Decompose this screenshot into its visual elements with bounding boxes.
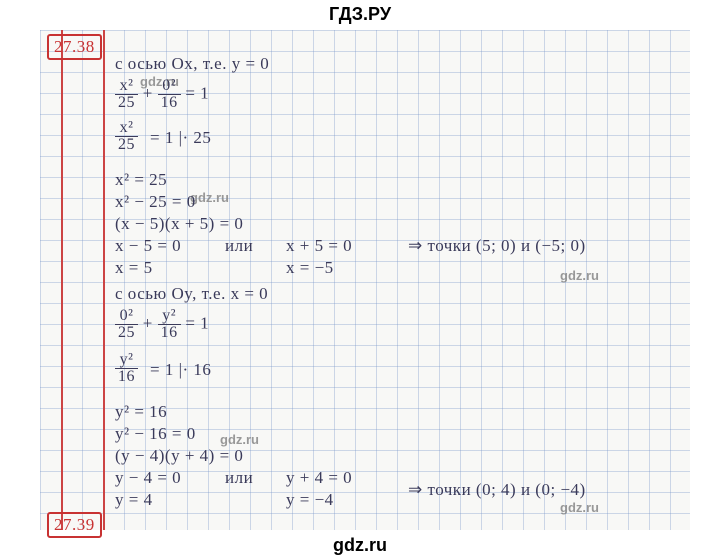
work-line: x = −5	[286, 258, 334, 278]
watermark: gdz.ru	[220, 432, 259, 447]
work-line: x + 5 = 0	[286, 236, 352, 256]
work-line: (y − 4)(y + 4) = 0	[115, 446, 243, 466]
work-line: y = 4	[115, 490, 153, 510]
result-points: ⇒ точки (5; 0) и (−5; 0)	[408, 236, 586, 256]
work-line: x² = 25	[115, 170, 167, 190]
result-points: ⇒ точки (0; 4) и (0; −4)	[408, 480, 586, 500]
work-line: = 1 |· 25	[150, 128, 211, 148]
page: ГДЗ.РУ gdz.ru gdz.ru gdz.ru gdz.ru gdz.r…	[0, 0, 720, 560]
equation-fraction: y²16	[115, 352, 138, 385]
equation-fraction: x²25 + 0²16 = 1	[115, 78, 209, 111]
equation-fraction: x²25	[115, 120, 138, 153]
work-line: (x − 5)(x + 5) = 0	[115, 214, 243, 234]
equation-fraction: 0²25 + y²16 = 1	[115, 308, 209, 341]
next-problem-label: 27.39	[47, 512, 102, 538]
work-line: y − 4 = 0	[115, 468, 181, 488]
site-footer: gdz.ru	[0, 535, 720, 556]
work-line: y + 4 = 0	[286, 468, 352, 488]
problem-number-label: 27.38	[47, 34, 102, 60]
problem-number: 27.38	[47, 34, 102, 60]
margin-line-right	[103, 30, 105, 530]
work-line: x = 5	[115, 258, 153, 278]
work-line: с осью Oy, т.е. x = 0	[115, 284, 268, 304]
work-line: y² = 16	[115, 402, 167, 422]
watermark: gdz.ru	[190, 190, 229, 205]
next-problem-number: 27.39	[47, 512, 102, 538]
site-header: ГДЗ.РУ	[0, 4, 720, 25]
work-line: с осью Ox, т.е. y = 0	[115, 54, 269, 74]
work-line: x² − 25 = 0	[115, 192, 196, 212]
margin-line-left	[61, 30, 63, 530]
work-line: = 1 |· 16	[150, 360, 211, 380]
watermark: gdz.ru	[560, 268, 599, 283]
work-line: или	[225, 236, 253, 256]
work-line: x − 5 = 0	[115, 236, 181, 256]
work-line: y = −4	[286, 490, 334, 510]
work-line: или	[225, 468, 253, 488]
watermark: gdz.ru	[560, 500, 599, 515]
work-line: y² − 16 = 0	[115, 424, 196, 444]
